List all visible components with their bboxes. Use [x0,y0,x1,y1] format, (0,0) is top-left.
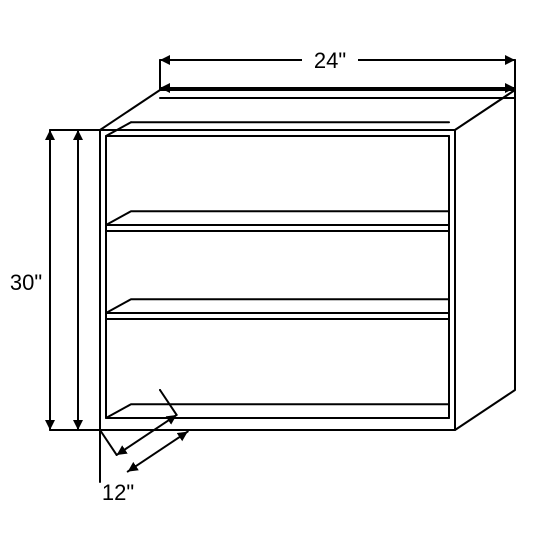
cabinet-diagram: 24" 30" 12" [0,0,553,543]
width-label: 24" [314,48,346,73]
depth-label: 12" [102,480,134,505]
height-label: 30" [10,270,42,295]
